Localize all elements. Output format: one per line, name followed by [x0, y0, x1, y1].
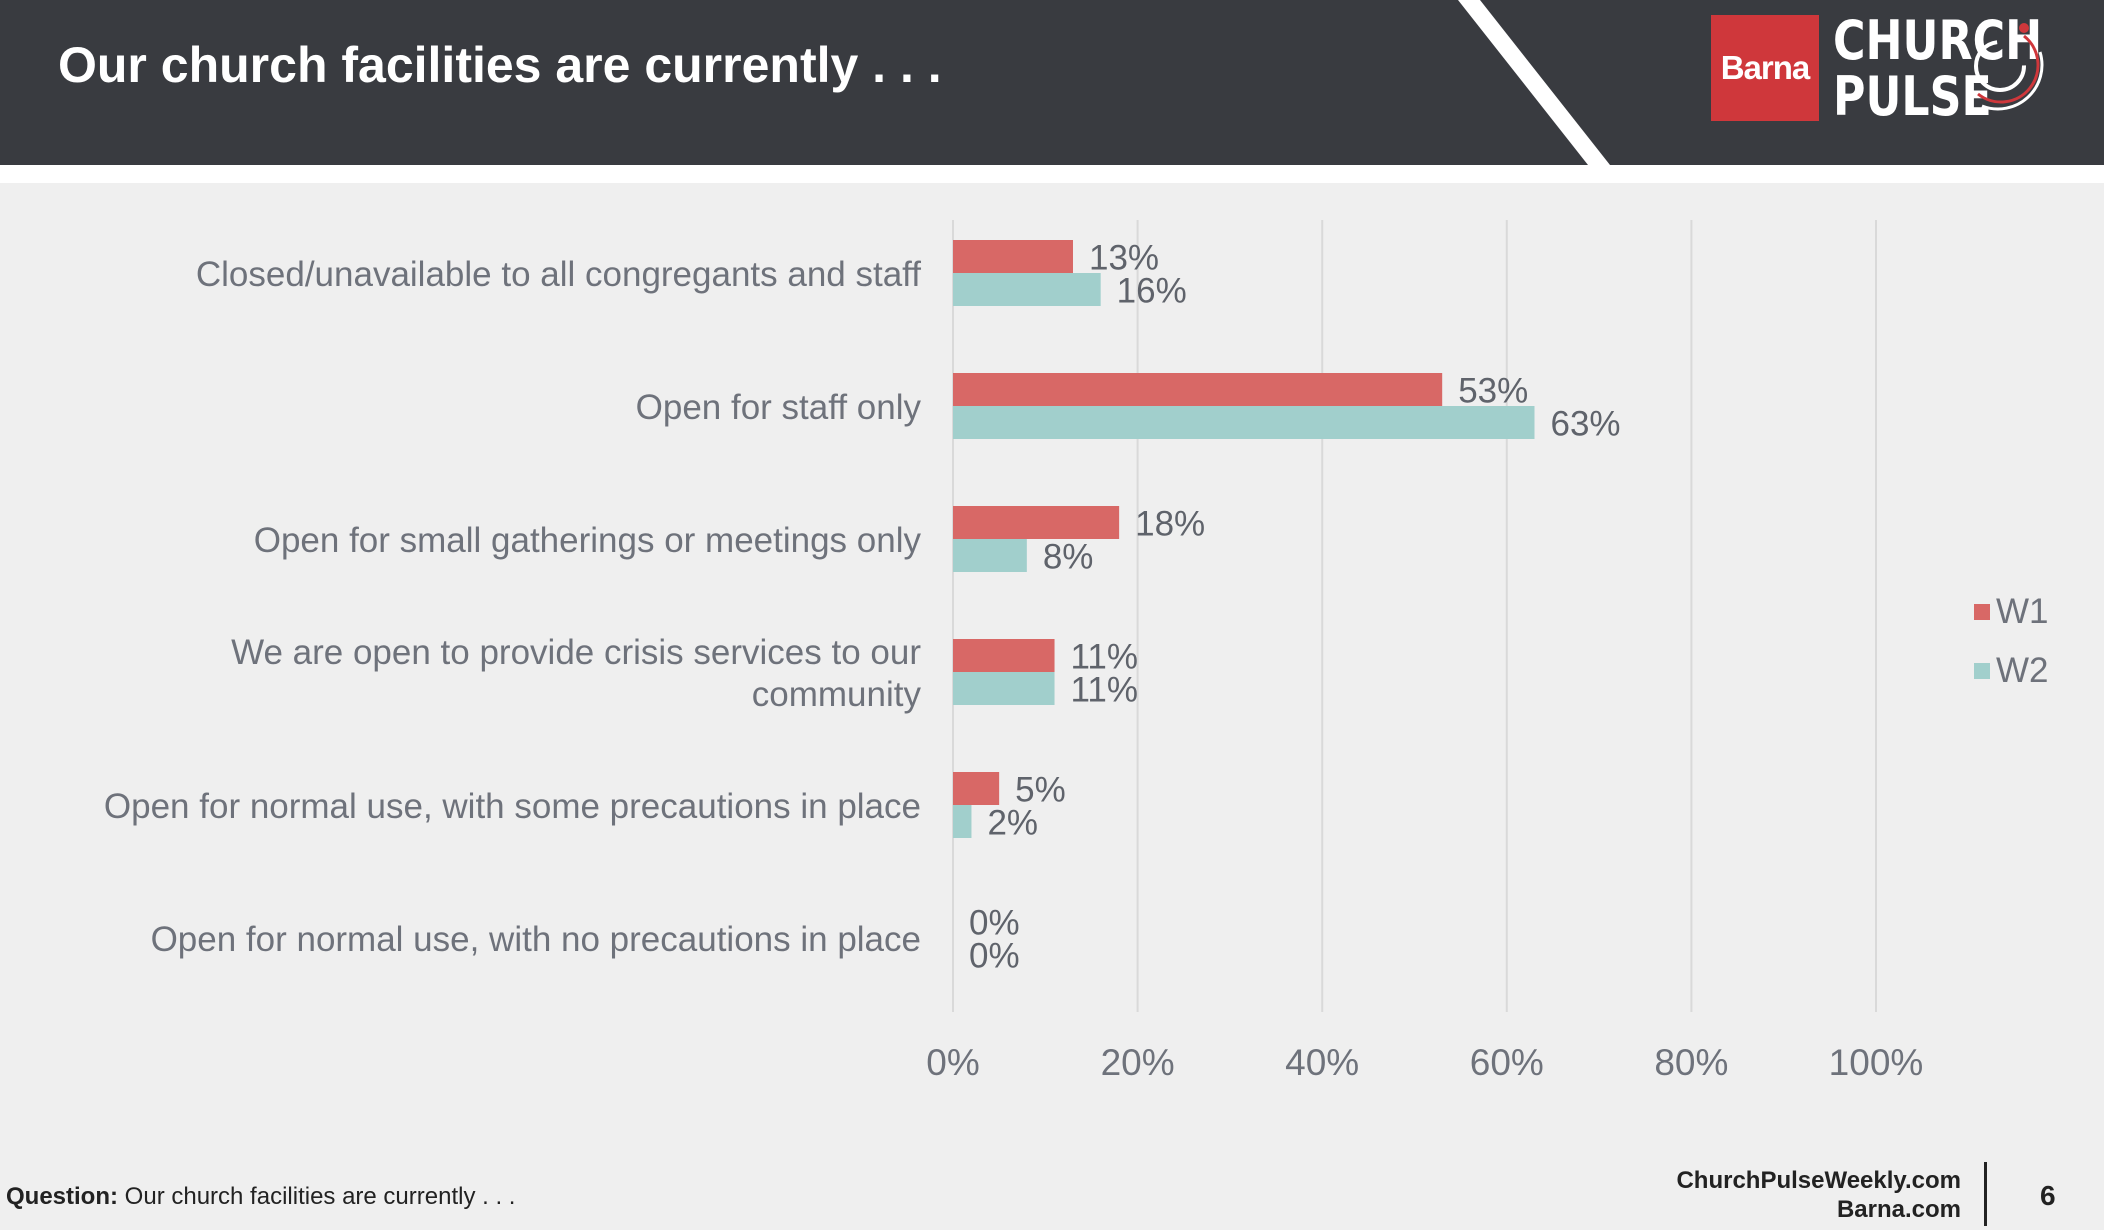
category-label-5: Open for normal use, with no precautions…: [151, 920, 921, 959]
category-label-4: Open for normal use, with some precautio…: [104, 787, 921, 826]
category-label-3: We are open to provide crisis services t…: [231, 633, 921, 672]
legend-swatch-w2: [1974, 663, 1990, 679]
data-label-w2-0: 16%: [1117, 272, 1187, 311]
bar-w2-1: [953, 406, 1535, 439]
x-axis-ticks: 0% 20% 40% 60% 80% 100%: [926, 1042, 1923, 1083]
legend-label-w2: W2: [1996, 651, 2049, 690]
church-pulse-logo-line-2: PULSE: [1833, 65, 1992, 128]
bar-w2-4: [953, 805, 972, 838]
x-tick-label: 60%: [1470, 1042, 1544, 1083]
category-label-1: Open for staff only: [636, 388, 922, 427]
bar-w1-1: [953, 373, 1443, 406]
data-label-w1-2: 18%: [1135, 505, 1205, 544]
bar-w2-3: [953, 672, 1055, 705]
x-tick-label: 80%: [1654, 1042, 1728, 1083]
footer-question: Question: Our church facilities are curr…: [6, 1183, 515, 1211]
bar-w1-4: [953, 772, 1000, 805]
church-pulse-logo-line-1: CHURCH: [1833, 9, 2043, 72]
data-label-w2-5: 0%: [969, 937, 1020, 976]
category-label-0: Closed/unavailable to all congregants an…: [196, 255, 921, 294]
header-diagonal-stripe: [1458, 0, 1610, 165]
category-label-2: Open for small gatherings or meetings on…: [254, 521, 922, 560]
data-label-w1-1: 53%: [1458, 372, 1528, 411]
question-text: Our church facilities are currently . . …: [124, 1183, 516, 1210]
bar-w2-2: [953, 539, 1027, 572]
legend-label-w1: W1: [1996, 592, 2049, 631]
x-tick-label: 0%: [926, 1042, 979, 1083]
data-label-w2-4: 2%: [987, 804, 1038, 843]
pulse-circle-icon: [1974, 23, 2044, 111]
barna-logo: Barna: [1711, 15, 1819, 121]
data-label-w2-2: 8%: [1043, 538, 1094, 577]
slide-title: Our church facilities are currently . . …: [58, 37, 942, 93]
data-label-w1-0: 13%: [1089, 239, 1159, 278]
legend-swatch-w1: [1974, 604, 1990, 620]
data-label-w1-4: 5%: [1015, 771, 1066, 810]
bar-w1-0: [953, 240, 1073, 273]
data-label-w1-5: 0%: [969, 904, 1020, 943]
legend-item-w1: W1: [1974, 592, 2049, 632]
bar-w1-3: [953, 639, 1055, 672]
data-label-w2-3: 11%: [1071, 671, 1138, 710]
category-label-3: community: [752, 675, 922, 714]
data-labels: 13%16% 53% 63% 18% 8% 11%11% 5%2% 0%0%: [969, 239, 1621, 976]
footer-site-barna: Barna.com: [1836, 1196, 1961, 1223]
barna-logo-text: Barna: [1720, 49, 1811, 86]
x-tick-label: 20%: [1101, 1042, 1175, 1083]
page-number: 6: [2040, 1180, 2056, 1211]
data-label-w1-3: 11%: [1071, 638, 1138, 677]
category-labels: Closed/unavailable to all congregants an…: [104, 255, 922, 959]
header-divider-band: [0, 165, 2104, 183]
footer-divider: [1984, 1162, 1987, 1226]
grid-lines: [952, 220, 1877, 1012]
bars: [953, 240, 1535, 838]
x-tick-label: 100%: [1829, 1042, 1924, 1083]
legend-item-w2: W2: [1974, 651, 2049, 691]
bar-w2-0: [953, 273, 1101, 306]
x-tick-label: 40%: [1285, 1042, 1359, 1083]
question-label: Question:: [6, 1183, 118, 1210]
bar-w1-2: [953, 506, 1120, 539]
data-label-w2-1: 63%: [1550, 405, 1620, 444]
footer-site-churchpulse: ChurchPulseWeekly.com: [1676, 1167, 1961, 1194]
